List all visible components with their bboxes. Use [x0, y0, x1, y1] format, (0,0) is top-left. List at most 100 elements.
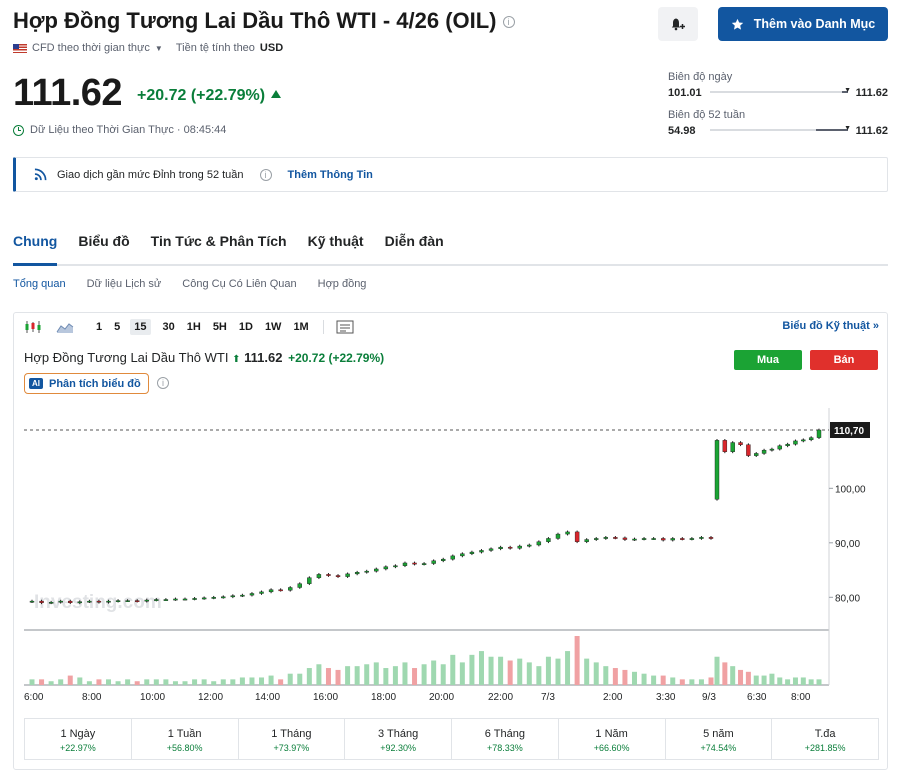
- candle-body: [77, 601, 83, 604]
- main-tabs: Chung Biểu đồ Tin Tức & Phân Tích Kỹ thu…: [13, 233, 888, 266]
- area-chart-icon[interactable]: [56, 320, 74, 334]
- candle-body: [431, 560, 436, 564]
- add-to-watchlist-button[interactable]: Thêm vào Danh Mục: [718, 7, 888, 41]
- performance-cell[interactable]: 1 Tuần +56.80%: [132, 719, 239, 759]
- candle-body: [680, 538, 685, 540]
- candle-body: [182, 598, 188, 601]
- volume-bar: [182, 681, 188, 685]
- performance-cell[interactable]: 1 Ngày +22.97%: [25, 719, 132, 759]
- volume-bar: [459, 662, 465, 685]
- x-tick-label: 3:30: [656, 692, 676, 703]
- volume-bar: [651, 675, 657, 685]
- period-1d[interactable]: 1D: [238, 320, 253, 333]
- performance-cell[interactable]: 3 Tháng +92.30%: [345, 719, 452, 759]
- candle-body: [125, 600, 130, 602]
- volume-bar: [450, 654, 456, 685]
- sell-button[interactable]: Bán: [810, 350, 878, 370]
- tab-news[interactable]: Tin Tức & Phân Tích: [150, 233, 287, 249]
- volume-bar: [134, 681, 140, 685]
- volume-bar: [808, 679, 814, 685]
- volume-bar: [545, 656, 551, 685]
- candle-body: [546, 538, 551, 542]
- candlestick-icon[interactable]: [24, 320, 42, 334]
- technical-chart-link[interactable]: Biểu đồ Kỹ thuật »: [782, 320, 879, 332]
- cfd-dropdown[interactable]: CFD theo thời gian thực: [32, 42, 150, 54]
- period-15[interactable]: 15: [130, 318, 151, 335]
- period-5[interactable]: 5: [114, 320, 121, 333]
- candle-body: [326, 574, 331, 576]
- candle-body: [754, 453, 759, 456]
- candle-body: [106, 600, 111, 603]
- period-30[interactable]: 30: [162, 320, 175, 333]
- y-tick-label: 90,00: [835, 539, 860, 550]
- candle-body: [393, 565, 398, 568]
- period-1w[interactable]: 1W: [264, 320, 282, 333]
- volume-bar: [603, 666, 609, 685]
- range-marker-icon: ▼: [844, 87, 851, 94]
- volume-bar: [555, 658, 561, 685]
- candle-body: [622, 537, 628, 540]
- tab-technical[interactable]: Kỹ thuật: [307, 233, 364, 249]
- volume-bar: [536, 666, 542, 685]
- chevron-down-icon[interactable]: ▼: [154, 43, 163, 53]
- candle-body: [173, 598, 178, 601]
- more-info-link[interactable]: Thêm Thông Tin: [287, 168, 373, 181]
- 52-week-high-alert: Giao dịch gần mức Đỉnh trong 52 tuần i T…: [13, 157, 888, 192]
- tab-chart[interactable]: Biểu đồ: [78, 233, 130, 249]
- period-1m[interactable]: 1M: [293, 320, 309, 333]
- x-tick-label: 6:00: [24, 692, 44, 703]
- period-1h[interactable]: 1H: [186, 320, 201, 333]
- tab-forum[interactable]: Diễn đàn: [384, 233, 444, 249]
- ai-analysis-button[interactable]: AI Phân tích biểu đồ: [24, 373, 149, 394]
- candle-body: [345, 573, 350, 577]
- candle-body: [469, 551, 475, 554]
- volume-bar: [220, 679, 226, 685]
- performance-period: 1 Ngày: [60, 728, 96, 740]
- candle-body: [383, 566, 389, 570]
- candle-body: [479, 550, 484, 553]
- volume-bar: [622, 669, 628, 685]
- performance-cell[interactable]: 5 năm +74.54%: [666, 719, 773, 759]
- candle-body: [536, 541, 542, 546]
- volume-bar: [96, 679, 102, 685]
- performance-cell[interactable]: 1 Tháng +73.97%: [239, 719, 346, 759]
- candle-body: [316, 574, 322, 578]
- candle-body: [268, 589, 274, 593]
- volume-bar: [354, 666, 360, 685]
- volume-bar: [792, 677, 798, 685]
- performance-cell[interactable]: T.đa +281.85%: [772, 719, 878, 759]
- price-chart[interactable]: Investing.com 80,0090,00100,00110,706:00…: [14, 408, 887, 713]
- candle-body: [48, 602, 54, 604]
- tab-overview[interactable]: Chung: [13, 233, 58, 266]
- period-5h[interactable]: 5H: [212, 320, 227, 333]
- candle-body: [801, 439, 806, 442]
- indicator-panel-icon[interactable]: [336, 320, 354, 334]
- info-icon[interactable]: i: [157, 377, 169, 389]
- performance-cell[interactable]: 1 Năm +66.60%: [559, 719, 666, 759]
- info-icon[interactable]: i: [502, 16, 515, 29]
- volume-bar: [77, 677, 83, 685]
- x-tick-label: 20:00: [429, 692, 454, 703]
- volume-bar: [730, 666, 736, 685]
- subtab-related[interactable]: Công Cụ Có Liên Quan: [182, 278, 297, 290]
- volume-bar: [714, 656, 720, 685]
- alert-bell-button[interactable]: [658, 7, 698, 41]
- subtab-contracts[interactable]: Hợp đồng: [317, 278, 367, 290]
- volume-bar: [373, 662, 379, 685]
- buy-button[interactable]: Mua: [734, 350, 802, 370]
- subtab-summary[interactable]: Tổng quan: [13, 278, 66, 290]
- x-tick-label: 8:00: [791, 692, 811, 703]
- candle-body: [249, 593, 255, 596]
- candle-body: [335, 575, 341, 577]
- sub-tabs: Tổng quan Dữ liệu Lịch sử Công Cụ Có Liê…: [13, 278, 366, 290]
- volume-bar: [345, 666, 351, 685]
- candle-body: [58, 600, 63, 603]
- volume-bar: [316, 664, 322, 685]
- chart-quote-header: Hợp Đồng Tương Lai Dầu Thô WTI ⬆ 111.62 …: [24, 350, 385, 365]
- subtab-history[interactable]: Dữ liệu Lịch sử: [86, 278, 162, 290]
- volume-bar: [565, 651, 571, 685]
- volume-bar: [679, 679, 685, 685]
- performance-cell[interactable]: 6 Tháng +78.33%: [452, 719, 559, 759]
- info-icon[interactable]: i: [259, 168, 272, 181]
- period-1[interactable]: 1: [96, 320, 103, 333]
